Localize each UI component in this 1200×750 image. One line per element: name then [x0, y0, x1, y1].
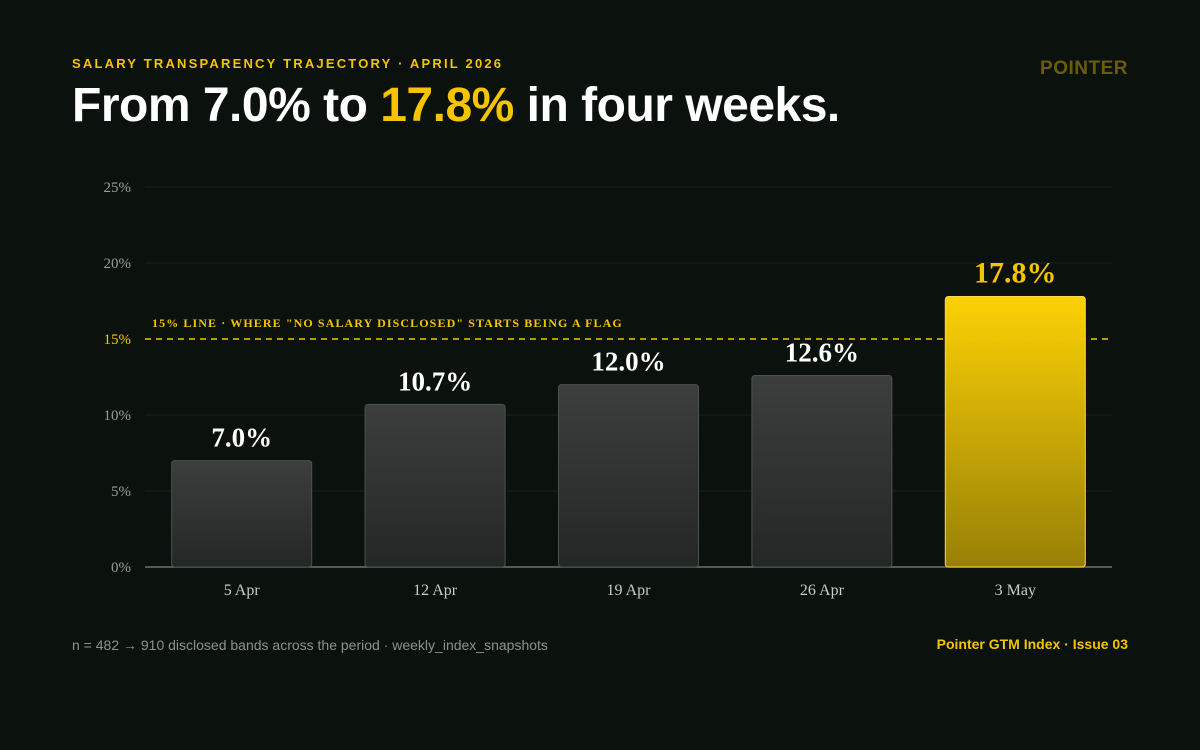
x-axis: 5 Apr 12 Apr 19 Apr 26 Apr 3 May — [224, 582, 1036, 599]
x-tick-label: 12 Apr — [413, 582, 458, 599]
bars: 7.0% 10.7% 12.0% 12.6% 17.8% — [171, 256, 1086, 568]
issue-label: Pointer GTM Index · Issue 03 — [936, 636, 1128, 652]
title-prefix: From 7.0% to — [72, 79, 381, 132]
x-tick-label: 26 Apr — [800, 582, 845, 599]
bar — [558, 384, 699, 568]
chart-eyebrow: SALARY TRANSPARENCY TRAJECTORY · APRIL 2… — [72, 56, 504, 71]
x-tick-label: 5 Apr — [224, 582, 261, 599]
bar-value-label: 17.8% — [974, 256, 1057, 289]
y-tick-label: 25% — [104, 180, 132, 196]
y-tick-label: 20% — [104, 256, 132, 272]
title-suffix: in four weeks. — [513, 79, 841, 132]
title-highlight: 17.8% — [380, 79, 514, 132]
footnote: n = 482 → 910 disclosed bands across the… — [72, 637, 548, 653]
bar — [944, 295, 1086, 568]
bar-value-label: 12.6% — [785, 337, 859, 367]
brand-logo: POINTER — [1040, 58, 1128, 79]
y-tick-label: 0% — [111, 560, 131, 576]
bar — [751, 374, 893, 568]
bar-value-label: 10.7% — [398, 366, 472, 396]
x-tick-label: 19 Apr — [607, 582, 652, 599]
y-axis: 0% 5% 10% 15% 20% 25% — [104, 180, 132, 576]
x-tick-label: 3 May — [995, 582, 1036, 599]
y-tick-label: 5% — [111, 484, 131, 500]
bar — [171, 460, 313, 568]
bar-value-label: 7.0% — [211, 423, 272, 453]
chart-title: From 7.0% to 17.8% in four weeks. — [72, 78, 840, 133]
y-tick-label: 15% — [104, 332, 132, 348]
y-tick-label: 10% — [104, 408, 132, 424]
bar — [364, 403, 506, 568]
reference-line-label: 15% LINE · WHERE "NO SALARY DISCLOSED" S… — [152, 316, 623, 330]
reference-line-group: 15% LINE · WHERE "NO SALARY DISCLOSED" S… — [145, 316, 1112, 340]
bar-value-label: 12.0% — [591, 347, 665, 377]
